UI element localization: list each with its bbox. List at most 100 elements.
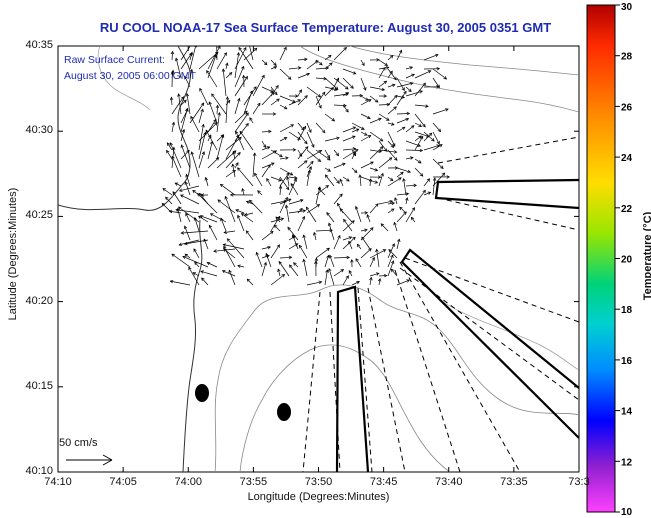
current-vector-head bbox=[237, 264, 241, 268]
current-vector-head bbox=[199, 87, 203, 92]
current-vector-head bbox=[369, 227, 374, 231]
current-vector-head bbox=[267, 164, 271, 168]
current-vector bbox=[223, 246, 236, 268]
scale-arrow bbox=[66, 454, 113, 466]
current-vector-head bbox=[356, 281, 360, 285]
current-vector-head bbox=[263, 261, 267, 266]
current-vector bbox=[324, 62, 333, 70]
current-vector-head bbox=[171, 155, 175, 160]
current-vector bbox=[241, 213, 254, 223]
current-vector bbox=[270, 200, 287, 205]
current-vector bbox=[432, 158, 444, 169]
current-vector-head bbox=[226, 99, 231, 104]
current-vector-head bbox=[215, 157, 220, 161]
current-vector bbox=[378, 149, 397, 153]
current-vector-head bbox=[348, 236, 353, 240]
current-vector bbox=[179, 185, 200, 192]
current-vector bbox=[339, 179, 344, 187]
current-vector-head bbox=[289, 172, 294, 176]
current-vector bbox=[242, 188, 245, 196]
current-vector bbox=[270, 244, 280, 259]
current-vector-head bbox=[174, 57, 179, 62]
current-vector bbox=[216, 52, 227, 70]
current-vector-head bbox=[382, 66, 386, 71]
current-vector-head bbox=[339, 178, 343, 183]
current-vector-head bbox=[217, 46, 221, 50]
current-vector bbox=[414, 104, 429, 107]
current-vector bbox=[315, 59, 323, 66]
current-vector bbox=[279, 256, 292, 259]
current-vector bbox=[378, 173, 384, 187]
current-vector-head bbox=[235, 209, 239, 213]
current-vector bbox=[378, 80, 387, 88]
current-vector-head bbox=[436, 84, 440, 89]
current-vector-head bbox=[199, 214, 204, 219]
current-vector bbox=[216, 105, 218, 115]
current-vector bbox=[237, 167, 254, 187]
current-vector-head bbox=[446, 175, 451, 179]
current-vector bbox=[333, 47, 347, 61]
current-vector-head bbox=[304, 140, 308, 145]
current-vector bbox=[351, 122, 365, 130]
current-vector bbox=[198, 51, 219, 70]
current-vector bbox=[172, 191, 182, 205]
current-vector bbox=[290, 183, 299, 196]
current-vector-head bbox=[436, 140, 440, 145]
current-vector bbox=[182, 256, 209, 268]
current-vector-head bbox=[428, 132, 433, 137]
current-vector-head bbox=[307, 169, 312, 174]
current-vector bbox=[432, 178, 436, 196]
current-vector-head bbox=[238, 136, 242, 141]
current-vector bbox=[288, 199, 304, 205]
current-vector-head bbox=[180, 231, 185, 235]
current-vector bbox=[288, 67, 301, 70]
current-vector-head bbox=[318, 150, 323, 154]
y-tick-label: 40:20 bbox=[25, 294, 53, 307]
current-vector-head bbox=[287, 76, 292, 80]
current-vector bbox=[315, 149, 331, 161]
current-vector-head bbox=[350, 258, 354, 263]
current-vector-head bbox=[273, 62, 277, 67]
current-vector bbox=[270, 98, 280, 106]
current-vector-head bbox=[178, 242, 183, 247]
current-vector-head bbox=[445, 108, 449, 112]
current-vector bbox=[293, 262, 299, 268]
current-vector-head bbox=[393, 221, 397, 226]
current-vector-head bbox=[241, 65, 245, 70]
current-vector bbox=[333, 176, 340, 184]
current-vector bbox=[279, 124, 294, 133]
current-vector bbox=[180, 99, 187, 106]
current-vector bbox=[414, 190, 426, 205]
current-vector-head bbox=[411, 73, 415, 77]
current-vector-head bbox=[306, 72, 311, 77]
current-vector-head bbox=[266, 177, 270, 182]
current-vector-head bbox=[350, 85, 354, 89]
current-vector bbox=[228, 270, 236, 286]
current-vector-head bbox=[297, 136, 301, 140]
current-vector bbox=[191, 151, 200, 178]
current-vector bbox=[297, 146, 309, 160]
current-vector-head bbox=[276, 98, 280, 102]
current-vector-head bbox=[205, 129, 209, 134]
current-vector bbox=[339, 208, 353, 223]
current-vector-head bbox=[292, 148, 297, 152]
current-vector-head bbox=[284, 196, 288, 201]
current-vector-head bbox=[405, 197, 409, 201]
current-vector bbox=[208, 101, 218, 124]
x-tick-label: 73:35 bbox=[500, 476, 528, 488]
current-vector bbox=[246, 278, 254, 286]
current-vector bbox=[279, 95, 296, 103]
current-vector-head bbox=[275, 216, 279, 220]
current-vector-head bbox=[243, 46, 247, 51]
current-vector bbox=[249, 200, 263, 214]
current-vector-head bbox=[326, 212, 330, 216]
current-vector bbox=[207, 141, 213, 160]
current-vector bbox=[423, 131, 435, 142]
current-vector-head bbox=[377, 277, 382, 282]
y-tick-label: 40:10 bbox=[25, 465, 53, 477]
current-vector bbox=[369, 272, 380, 277]
current-vector-head bbox=[422, 123, 426, 128]
current-vector-head bbox=[303, 125, 307, 130]
current-vector-head bbox=[201, 277, 205, 281]
current-vector-head bbox=[181, 128, 186, 133]
